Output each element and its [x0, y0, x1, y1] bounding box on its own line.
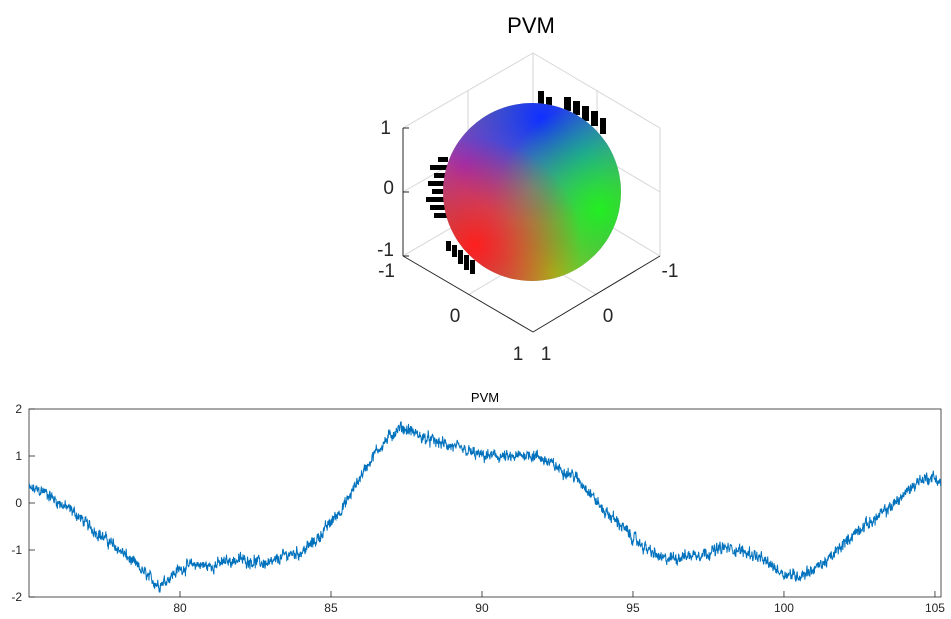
- z-tick-label: -1: [377, 240, 394, 261]
- x-tick-label: 85: [324, 601, 338, 615]
- x-tick-label: 105: [925, 601, 945, 615]
- x-tick-label: 95: [626, 601, 640, 615]
- y-tick-label: -1: [11, 543, 22, 557]
- x-tick-label: 0: [450, 306, 461, 327]
- z-tick-label: 0: [383, 178, 394, 199]
- y-tick-label: -1: [662, 261, 679, 282]
- x-tick-label: 90: [475, 601, 489, 615]
- y-tick-label: 1: [15, 449, 22, 463]
- y-tick-label: 2: [15, 402, 22, 416]
- x-tick-label: 100: [774, 601, 794, 615]
- x-tick-label: 1: [513, 344, 524, 365]
- y-tick-label: 1: [541, 344, 552, 365]
- x-tick-label: -1: [378, 261, 395, 282]
- wall-projections: [426, 91, 606, 274]
- x-tick-label: 80: [173, 601, 187, 615]
- sphere-panel: PVM 1 0 -1 -1 0: [377, 13, 678, 365]
- sphere-axes-front: [402, 127, 661, 333]
- timeseries-title: PVM: [471, 390, 499, 405]
- y-tick-label: -2: [11, 590, 22, 604]
- sphere-title: PVM: [507, 13, 555, 38]
- y-tick-label: 0: [15, 496, 22, 510]
- timeseries-ticks: 80 85 90 95 100 105 2 1 0 -1 -2: [11, 402, 945, 615]
- timeseries-panel: PVM 80 85 90 95 100 105 2 1 0 -1 -2: [11, 390, 945, 615]
- timeseries-axes-box: [28, 408, 942, 598]
- z-tick-label: 1: [380, 118, 391, 139]
- sphere-surface: [443, 103, 621, 281]
- y-tick-label: 0: [603, 306, 614, 327]
- signal-line: [29, 421, 941, 593]
